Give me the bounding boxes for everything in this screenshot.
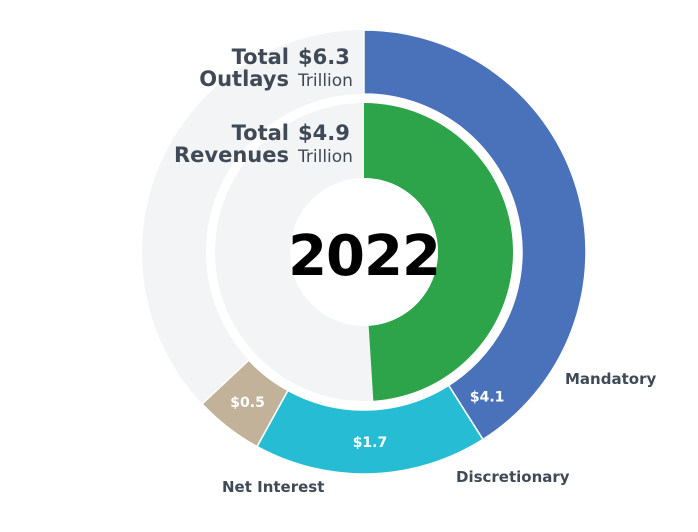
revenues-slice [364,102,514,401]
outlays-total-unit: Trillion [297,71,353,91]
outlays-total-value: $6.3 [298,45,350,69]
revenues-label-line2: Revenues [174,143,289,167]
outlays-label-line1: Total [232,45,289,69]
value-label-mandatory: $4.1 [470,390,505,406]
category-label-mandatory: Mandatory [565,370,656,388]
slice-category-labels: Mandatory Discretionary Net Interest [222,370,656,496]
category-label-net-interest: Net Interest [222,478,324,496]
category-label-discretionary: Discretionary [456,468,570,486]
center-hole [290,178,438,326]
revenues-total-unit: Trillion [297,147,353,167]
slice-value-labels: $4.1 $1.7 $0.5 [230,390,504,451]
outer-ring-slices [201,29,587,475]
year-label: 2022 [288,224,440,289]
value-label-net-interest: $0.5 [230,395,265,411]
value-label-discretionary: $1.7 [353,435,388,451]
revenues-total-value: $4.9 [298,121,350,145]
outlays-label-line2: Outlays [199,67,289,91]
revenues-label-line1: Total [232,121,289,145]
